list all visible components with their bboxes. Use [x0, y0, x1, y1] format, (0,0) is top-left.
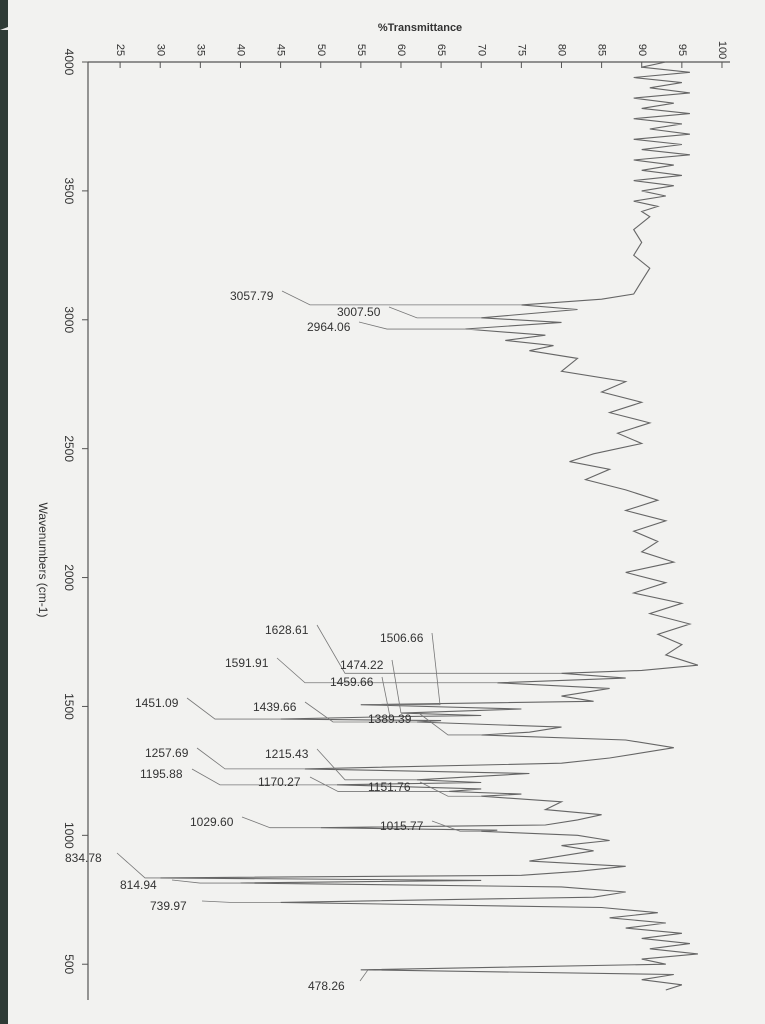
peak-leader — [201, 900, 281, 903]
peak-leader — [419, 713, 482, 736]
peak-leader — [419, 781, 482, 797]
peak-leader — [316, 748, 418, 781]
peak-leader — [316, 624, 562, 674]
y-tick-label: 90 — [636, 44, 648, 56]
peak-leader — [309, 776, 450, 792]
background-edge — [0, 30, 8, 1024]
y-tick-label: 65 — [435, 44, 447, 56]
y-tick-label: 55 — [355, 44, 367, 56]
peak-label: 1474.22 — [340, 658, 384, 672]
x-tick-label: 1500 — [62, 693, 76, 720]
peak-leader — [241, 816, 321, 829]
peak-label: 834.78 — [65, 851, 102, 865]
peak-leader — [276, 657, 498, 684]
peak-label: 1215.43 — [265, 747, 309, 761]
y-tick-label: 60 — [395, 44, 407, 56]
y-tick-label: 40 — [235, 44, 247, 56]
peak-label: 1628.61 — [265, 623, 309, 637]
peak-label: 1389.39 — [368, 712, 412, 726]
y-tick-label: 35 — [194, 44, 206, 56]
peak-label: 1195.88 — [140, 767, 183, 781]
peak-leader — [358, 321, 466, 330]
peak-label: 1439.66 — [253, 700, 297, 714]
peak-leader — [186, 697, 281, 720]
peak-label: 1459.66 — [330, 675, 374, 689]
peak-label: 814.94 — [120, 878, 157, 892]
spectrum-line — [160, 61, 699, 991]
y-tick-label: 25 — [114, 44, 126, 56]
peak-leader — [196, 747, 305, 770]
peak-label: 1015.77 — [380, 819, 424, 833]
x-tick-label: 1000 — [62, 822, 76, 849]
peak-leader — [381, 676, 391, 718]
peak-label: 1257.69 — [145, 746, 189, 760]
y-tick-label: 75 — [515, 44, 527, 56]
y-tick-label: 70 — [475, 44, 487, 56]
peak-label: 1170.27 — [258, 775, 301, 789]
x-tick-label: 3500 — [62, 178, 76, 205]
chart-title: %Transmittance — [378, 22, 462, 34]
y-tick-label: 45 — [275, 44, 287, 56]
x-tick-label: 500 — [62, 954, 76, 974]
peak-label: 2964.06 — [307, 320, 351, 334]
peak-label: 3057.79 — [230, 289, 274, 303]
y-tick-label: 100 — [716, 41, 728, 59]
peak-label: 1451.09 — [135, 696, 179, 710]
peak-leader — [431, 820, 482, 832]
peak-label: 1506.66 — [380, 631, 424, 645]
x-tick-label: 4000 — [62, 49, 76, 76]
peak-label: 1029.60 — [190, 815, 234, 829]
x-tick-label: 2500 — [62, 435, 76, 462]
peak-leader — [391, 659, 402, 714]
x-tick-label: 2000 — [62, 564, 76, 591]
paper — [8, 0, 765, 1024]
peak-label: 3007.50 — [337, 305, 381, 319]
peak-label: 478.26 — [308, 979, 345, 993]
peak-leader — [281, 290, 522, 306]
peak-label: 1151.76 — [368, 780, 411, 794]
peak-label: 1591.91 — [225, 656, 269, 670]
y-tick-label: 30 — [154, 44, 166, 56]
x-tick-label: 3000 — [62, 306, 76, 333]
y-tick-label: 95 — [676, 44, 688, 56]
peak-leader — [304, 701, 418, 723]
peak-leader — [359, 969, 369, 982]
peak-leader — [171, 879, 241, 884]
x-axis-label: Wavenumbers (cm-1) — [36, 503, 50, 618]
y-tick-label: 85 — [596, 44, 608, 56]
y-tick-label: 80 — [556, 44, 568, 56]
peak-leader — [191, 768, 337, 786]
y-tick-label: 50 — [315, 44, 327, 56]
peak-label: 739.97 — [150, 899, 187, 913]
peak-leader — [388, 306, 482, 319]
peak-leader — [116, 852, 161, 879]
